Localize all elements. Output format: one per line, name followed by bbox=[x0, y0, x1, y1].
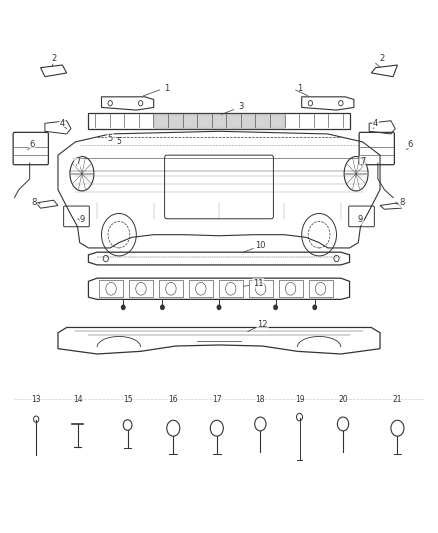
Text: 21: 21 bbox=[393, 395, 402, 405]
Text: 7: 7 bbox=[75, 157, 80, 166]
Text: 5: 5 bbox=[117, 138, 121, 147]
Text: 6: 6 bbox=[408, 140, 413, 149]
Text: 11: 11 bbox=[253, 279, 263, 288]
Text: 4: 4 bbox=[373, 119, 378, 128]
Text: 17: 17 bbox=[212, 395, 222, 405]
Text: 15: 15 bbox=[123, 395, 132, 405]
Text: 9: 9 bbox=[79, 215, 85, 224]
Circle shape bbox=[313, 305, 317, 310]
Text: 20: 20 bbox=[338, 395, 348, 405]
Text: 9: 9 bbox=[358, 215, 363, 224]
Text: 5: 5 bbox=[108, 134, 113, 143]
Text: 1: 1 bbox=[297, 84, 302, 93]
Text: 2: 2 bbox=[51, 54, 56, 63]
Text: 16: 16 bbox=[169, 395, 178, 405]
Text: 8: 8 bbox=[32, 198, 37, 207]
Text: 4: 4 bbox=[60, 119, 65, 128]
Text: 7: 7 bbox=[360, 157, 365, 166]
Text: 6: 6 bbox=[29, 140, 35, 149]
Text: 2: 2 bbox=[380, 54, 385, 63]
Circle shape bbox=[391, 420, 404, 436]
Circle shape bbox=[121, 305, 125, 310]
Text: 8: 8 bbox=[399, 198, 404, 207]
Circle shape bbox=[217, 305, 221, 310]
Text: 10: 10 bbox=[255, 241, 265, 250]
Circle shape bbox=[254, 417, 266, 431]
Text: 1: 1 bbox=[164, 84, 170, 93]
Circle shape bbox=[274, 305, 277, 310]
Bar bbox=[154, 114, 284, 127]
Circle shape bbox=[167, 420, 180, 436]
Text: 14: 14 bbox=[73, 395, 82, 405]
Circle shape bbox=[337, 417, 349, 431]
Text: 3: 3 bbox=[238, 102, 244, 111]
Circle shape bbox=[161, 305, 164, 310]
Circle shape bbox=[210, 420, 223, 436]
Text: 12: 12 bbox=[257, 320, 268, 329]
Text: 13: 13 bbox=[32, 395, 41, 405]
Text: 18: 18 bbox=[256, 395, 265, 405]
Text: 19: 19 bbox=[295, 395, 304, 405]
